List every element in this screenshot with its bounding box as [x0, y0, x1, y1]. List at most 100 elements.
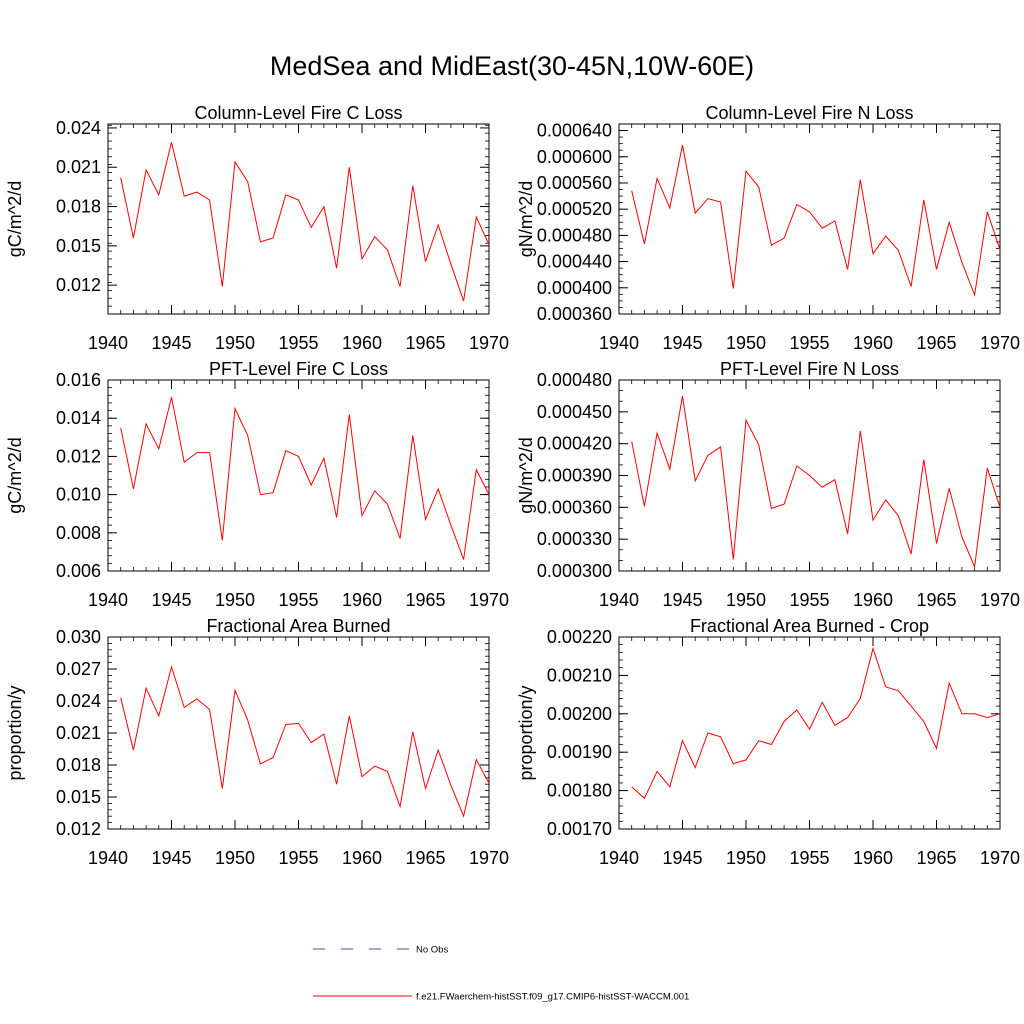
y-axis-label: proportion/y	[5, 685, 25, 780]
y-tick-label: 0.00170	[547, 819, 612, 839]
y-tick-label: 0.000360	[537, 304, 612, 324]
y-tick-label: 0.000440	[537, 252, 612, 272]
y-tick-label: 0.000560	[537, 173, 612, 193]
chart-panel-1: Column-Level Fire C Loss gC/m^2/d 1940 1945…	[5, 103, 509, 353]
x-tick-label: 1950	[215, 333, 255, 353]
panel-title: PFT-Level Fire C Loss	[209, 359, 388, 379]
x-tick-label: 1940	[88, 333, 128, 353]
y-tick-label: 0.000330	[537, 529, 612, 549]
y-tick-label: 0.015	[56, 236, 101, 256]
y-tick-label: 0.000360	[537, 497, 612, 517]
plot-frame	[107, 636, 490, 830]
y-tick-label: 0.010	[56, 485, 101, 505]
x-tick-label: 1945	[151, 848, 191, 868]
y-tick-label: 0.021	[56, 723, 101, 743]
y-tick-label: 0.012	[56, 446, 101, 466]
y-tick-label: 0.000520	[537, 199, 612, 219]
legend: No Obs f.e21.FWaerchem-histSST.f09_g17.C…	[313, 945, 689, 1003]
plot-frame	[107, 123, 490, 315]
legend-label-no-obs: No Obs	[416, 945, 448, 956]
chart-panel-2: Column-Level Fire N Loss gN/m^2/d 1940 1945…	[516, 103, 1020, 353]
y-tick-label: 0.000400	[537, 278, 612, 298]
plot-frame	[618, 636, 1001, 830]
x-tick-label: 1965	[405, 333, 445, 353]
panel-title: Column-Level Fire N Loss	[705, 103, 913, 123]
x-tick-label: 1960	[853, 590, 893, 610]
x-tick-label: 1960	[853, 848, 893, 868]
y-tick-label: 0.014	[56, 408, 101, 428]
y-tick-label: 0.018	[56, 755, 101, 775]
x-tick-label: 1950	[215, 848, 255, 868]
legend-item-run: f.e21.FWaerchem-histSST.f09_g17.CMIP6-hi…	[313, 992, 689, 1003]
y-tick-label: 0.000480	[537, 370, 612, 390]
x-tick-label: 1970	[980, 848, 1020, 868]
chart-panel-5: Fractional Area Burned proportion/y 1940 19…	[5, 616, 509, 868]
x-tick-label: 1970	[980, 590, 1020, 610]
y-axis-label: gC/m^2/d	[5, 181, 25, 257]
x-tick-label: 1945	[662, 333, 702, 353]
x-tick-label: 1960	[342, 333, 382, 353]
legend-item-no-obs: No Obs	[313, 945, 448, 956]
x-tick-label: 1955	[789, 590, 829, 610]
x-tick-label: 1950	[726, 590, 766, 610]
x-tick-label: 1960	[853, 333, 893, 353]
y-tick-label: 0.030	[56, 627, 101, 647]
y-tick-label: 0.000640	[537, 121, 612, 141]
series-line-1	[631, 646, 1001, 800]
x-tick-label: 1965	[405, 848, 445, 868]
x-tick-label: 1945	[662, 590, 702, 610]
x-tick-label: 1940	[599, 333, 639, 353]
x-tick-label: 1955	[278, 590, 318, 610]
chart-panel-6: Fractional Area Burned - Crop proportion/…	[516, 616, 1020, 868]
y-axis-label: gC/m^2/d	[5, 437, 25, 513]
figure-title: MedSea and MidEast(30-45N,10W-60E)	[270, 51, 754, 81]
y-tick-label: 0.021	[56, 157, 101, 177]
y-tick-label: 0.016	[56, 370, 101, 390]
x-tick-label: 1945	[151, 590, 191, 610]
x-tick-label: 1955	[278, 333, 318, 353]
y-tick-label: 0.008	[56, 523, 101, 543]
y-tick-label: 0.00190	[547, 742, 612, 762]
panels: Column-Level Fire C Loss gC/m^2/d 1940 1945…	[5, 103, 1020, 868]
y-tick-label: 0.000390	[537, 466, 612, 486]
x-tick-label: 1950	[726, 333, 766, 353]
x-tick-label: 1940	[88, 590, 128, 610]
y-tick-label: 0.018	[56, 197, 101, 217]
y-tick-label: 0.000420	[537, 434, 612, 454]
y-axis-label: proportion/y	[516, 685, 536, 780]
x-tick-label: 1950	[726, 848, 766, 868]
x-tick-label: 1970	[469, 333, 509, 353]
y-tick-label: 0.006	[56, 561, 101, 581]
y-tick-label: 0.012	[56, 819, 101, 839]
y-tick-label: 0.024	[56, 691, 101, 711]
plot-frame	[618, 123, 1001, 315]
x-tick-label: 1940	[88, 848, 128, 868]
x-tick-label: 1965	[916, 333, 956, 353]
y-tick-label: 0.00220	[547, 627, 612, 647]
series-line-1	[631, 144, 1001, 297]
x-tick-label: 1965	[916, 848, 956, 868]
panel-title: Fractional Area Burned - Crop	[690, 616, 929, 636]
x-tick-label: 1955	[789, 333, 829, 353]
y-axis-label: gN/m^2/d	[516, 181, 536, 257]
panel-title: Fractional Area Burned	[206, 616, 390, 636]
panel-title: Column-Level Fire C Loss	[194, 103, 402, 123]
y-tick-label: 0.00180	[547, 781, 612, 801]
panel-title: PFT-Level Fire N Loss	[720, 359, 899, 379]
x-tick-label: 1950	[215, 590, 255, 610]
series-line-1	[631, 395, 1001, 569]
series-line-1	[120, 665, 490, 818]
y-tick-label: 0.012	[56, 275, 101, 295]
x-tick-label: 1965	[916, 590, 956, 610]
x-tick-label: 1940	[599, 848, 639, 868]
chart-panel-4: PFT-Level Fire N Loss gN/m^2/d 1940 1945 195…	[516, 359, 1020, 610]
y-tick-label: 0.00200	[547, 704, 612, 724]
plot-frame	[107, 379, 490, 572]
chart-panel-3: PFT-Level Fire C Loss gC/m^2/d 1940 1945 195…	[5, 359, 509, 610]
x-tick-label: 1945	[662, 848, 702, 868]
series-line-1	[120, 397, 490, 560]
x-tick-label: 1955	[278, 848, 318, 868]
x-tick-label: 1940	[599, 590, 639, 610]
x-tick-label: 1945	[151, 333, 191, 353]
x-tick-label: 1960	[342, 848, 382, 868]
